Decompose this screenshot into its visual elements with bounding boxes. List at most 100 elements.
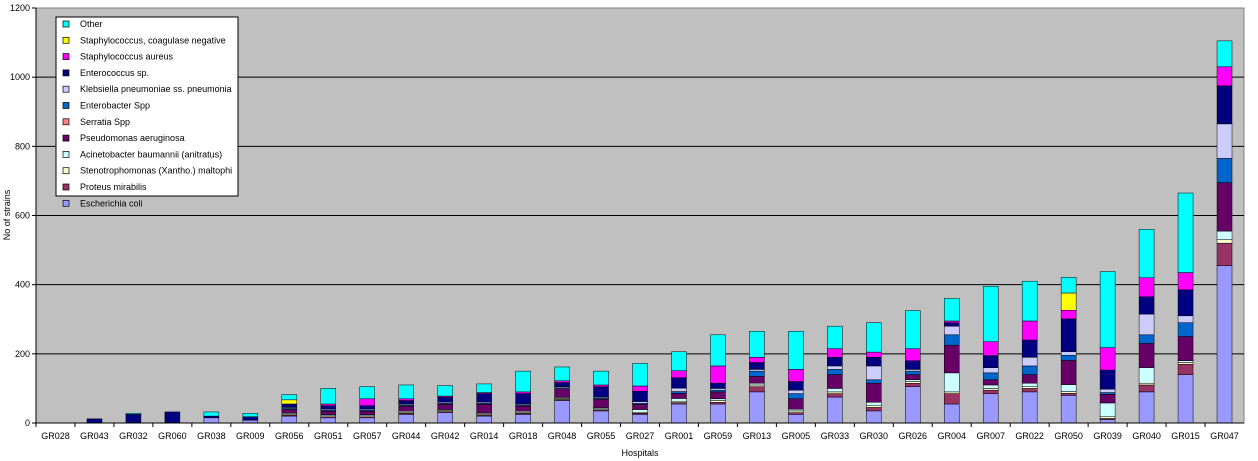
bar-segment: [827, 388, 843, 393]
bar-segment: [943, 334, 960, 346]
bar-segment: [982, 379, 999, 386]
bar-segment: [1216, 242, 1233, 266]
bar-segment: [1099, 347, 1116, 371]
legend-box: [55, 16, 239, 197]
x-tick-label: GR013: [743, 431, 772, 441]
x-tick-label: GR055: [587, 431, 616, 441]
bar-segment: [281, 409, 298, 414]
bar-segment: [710, 402, 726, 405]
bar-segment: [749, 376, 765, 384]
bar-segment: [398, 398, 414, 401]
bar-segment: [554, 400, 570, 424]
bar-segment: [943, 320, 960, 323]
bar-segment: [281, 415, 298, 424]
bar-segment: [827, 348, 843, 358]
bar-segment: [1021, 357, 1038, 367]
bar-segment: [632, 414, 648, 424]
legend-label: Other: [80, 19, 103, 29]
bar-segment: [1060, 393, 1077, 396]
bar-segment: [1060, 360, 1077, 385]
legend-swatch: [62, 134, 70, 142]
bar-segment: [515, 405, 531, 412]
bar-segment: [632, 390, 648, 402]
bar-segment: [1021, 382, 1038, 387]
bar-segment: [788, 389, 804, 394]
x-tick-label: GR022: [1015, 431, 1044, 441]
bar-segment: [1099, 388, 1116, 393]
bar-segment: [671, 391, 687, 394]
bar-segment: [943, 322, 960, 327]
bar-segment: [827, 396, 843, 424]
bar-segment: [827, 391, 843, 394]
bar-segment: [1138, 382, 1155, 386]
bar-segment: [905, 381, 921, 384]
bar-segment: [632, 404, 648, 410]
bar-segment: [1177, 336, 1194, 361]
bar-segment: [476, 393, 492, 403]
bar-segment: [1138, 229, 1155, 278]
x-tick-label: GR027: [626, 431, 655, 441]
bar-segment: [515, 391, 531, 394]
bar-segment: [1177, 374, 1194, 424]
bar-segment: [398, 405, 414, 412]
bar-segment: [632, 409, 648, 413]
bar-segment: [281, 403, 298, 408]
bar-segment: [1060, 318, 1077, 353]
bar-segment: [1060, 391, 1077, 394]
legend-label: Acinetobacter baumannii (anitratus): [80, 149, 222, 159]
bar-segment: [905, 348, 921, 362]
x-tick-label: GR015: [1171, 431, 1200, 441]
bar-segment: [710, 398, 726, 401]
x-tick-label: GR028: [41, 431, 70, 441]
bar-segment: [710, 334, 726, 367]
bar-segment: [827, 357, 843, 367]
bar-segment: [749, 369, 765, 372]
legend-label: Pseudomonas aeruginosa: [80, 133, 185, 143]
bar-segment: [749, 382, 765, 386]
bar-segment: [866, 410, 882, 424]
bar-segment: [866, 382, 882, 403]
legend-label: Enterococcus sp.: [80, 68, 149, 78]
bar-segment: [1060, 277, 1077, 294]
bar-segment: [943, 325, 960, 336]
bar-segment: [827, 325, 843, 349]
x-tick-label: GR026: [899, 431, 928, 441]
bar-segment: [905, 370, 921, 375]
x-tick-label: GR004: [937, 431, 966, 441]
bar-segment: [749, 391, 765, 424]
bar-segment: [788, 393, 804, 400]
bar-segment: [1099, 419, 1116, 424]
bar-segment: [593, 398, 609, 409]
bar-segment: [1216, 123, 1233, 159]
bar-segment: [1021, 374, 1038, 384]
bar-segment: [437, 396, 453, 403]
bar-segment: [1216, 239, 1233, 244]
bar-segment: [671, 393, 687, 399]
legend-swatch: [62, 69, 70, 77]
y-tick-label: 600: [15, 211, 30, 221]
bar-segment: [749, 357, 765, 363]
bar-segment: [943, 298, 960, 322]
bar-segment: [1099, 369, 1116, 390]
bar-segment: [1021, 386, 1038, 389]
x-tick-label: GR060: [158, 431, 187, 441]
bar-segment: [320, 388, 337, 405]
legend-swatch: [62, 85, 70, 93]
bar-segment: [1060, 395, 1077, 424]
bar-segment: [710, 400, 726, 403]
bar-segment: [398, 384, 414, 400]
bar-segment: [593, 370, 609, 386]
bar-segment: [1216, 182, 1233, 232]
legend-swatch: [62, 183, 70, 191]
y-tick-label: 200: [15, 349, 30, 359]
x-tick-label: GR040: [1132, 431, 1161, 441]
bar-segment: [125, 414, 142, 424]
x-tick-label: GR042: [431, 431, 460, 441]
bar-segment: [1060, 351, 1077, 356]
legend-swatch: [62, 118, 70, 126]
bar-segment: [359, 417, 375, 424]
bar-segment: [671, 403, 687, 424]
bar-segment: [203, 417, 220, 424]
bar-segment: [1060, 354, 1077, 361]
legend-swatch: [62, 20, 70, 28]
